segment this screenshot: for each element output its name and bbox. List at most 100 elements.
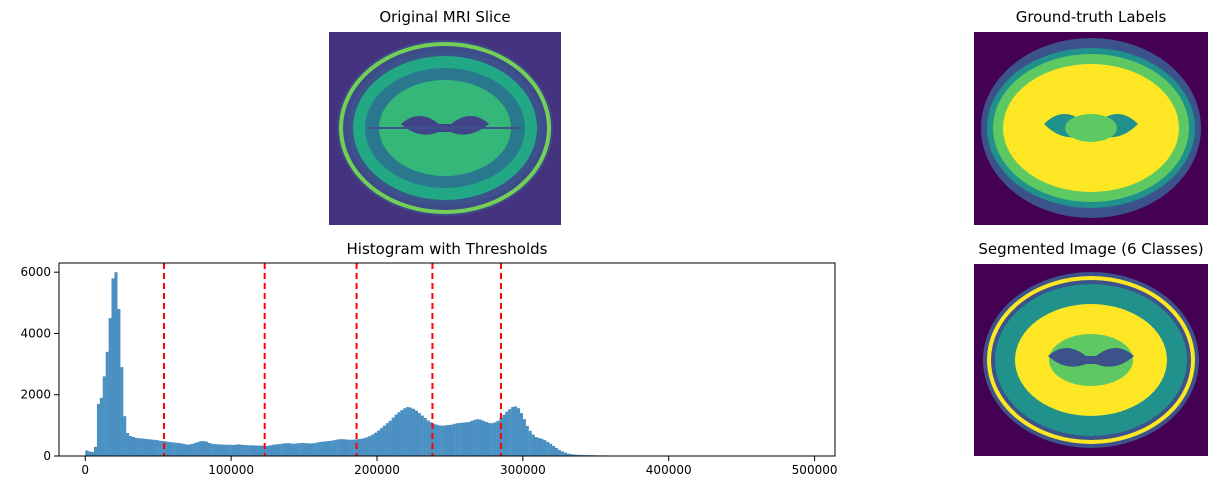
histogram-bar — [517, 408, 521, 456]
histogram-bar — [175, 442, 179, 456]
histogram-bar — [280, 443, 284, 456]
histogram-bar — [414, 410, 418, 456]
histogram-bar — [94, 446, 98, 456]
histogram-bar — [549, 443, 553, 456]
histogram-bar — [429, 422, 433, 456]
x-tick-label: 300000 — [500, 463, 546, 477]
histogram-bar — [444, 425, 448, 456]
histogram-bar — [438, 425, 442, 456]
histogram-bar — [181, 443, 185, 456]
histogram-bar — [330, 440, 334, 456]
x-tick-label: 200000 — [354, 463, 400, 477]
histogram-bar — [117, 308, 121, 456]
histogram-bar — [143, 438, 147, 456]
histogram-bar — [336, 439, 340, 456]
histogram-bar — [531, 434, 535, 456]
histogram-bar — [560, 451, 564, 456]
histogram-bar — [102, 376, 106, 456]
histogram-bar — [315, 442, 319, 456]
histogram-bar — [455, 423, 459, 456]
histogram-bar — [403, 408, 407, 456]
histogram-bar — [164, 441, 168, 456]
histogram-bar — [318, 441, 322, 456]
histogram-bar — [304, 443, 308, 456]
histogram-bar — [289, 443, 293, 456]
y-tick-label: 6000 — [20, 265, 51, 279]
histogram-bar — [420, 415, 424, 456]
histogram-bar — [283, 443, 287, 456]
histogram-bar — [88, 451, 92, 456]
histogram-bar — [108, 318, 112, 456]
histogram-bar — [490, 423, 494, 456]
histogram-bar — [260, 445, 264, 456]
histogram-bar — [312, 443, 316, 456]
histogram-bar — [309, 443, 313, 456]
histogram-bar — [563, 452, 567, 456]
histogram-bar — [350, 439, 354, 456]
histogram-bar — [464, 422, 468, 456]
histogram-bar — [417, 413, 421, 456]
histogram-bar — [187, 444, 191, 456]
histogram-bar — [120, 367, 124, 456]
histogram-bar — [169, 442, 173, 456]
histogram-bar — [196, 442, 200, 456]
x-tick-label: 0 — [81, 463, 89, 477]
histogram-bar — [324, 441, 328, 456]
hist-title: Histogram with Thresholds — [346, 240, 548, 258]
histogram-bar — [295, 443, 299, 456]
histogram-bar — [382, 425, 386, 456]
y-tick-label: 4000 — [20, 326, 51, 340]
histogram-bar — [91, 452, 95, 456]
histogram-bar — [409, 407, 413, 456]
histogram-bar — [432, 423, 436, 456]
histogram-bar — [152, 439, 156, 456]
histogram-bar — [400, 410, 404, 456]
histogram-bar — [134, 437, 138, 456]
histogram-bar — [271, 444, 276, 456]
histogram-bar — [245, 445, 249, 456]
histogram-bar — [525, 425, 529, 456]
histogram-bar — [251, 445, 255, 456]
plot-frame — [58, 262, 836, 457]
histogram-bar — [222, 444, 226, 456]
histogram-bar — [263, 445, 267, 456]
histogram-bar — [447, 425, 451, 456]
histogram-bar — [286, 443, 290, 456]
histogram-chart: 0 100000 200000 300000 400000 500000 0 2000 4000… — [20, 262, 838, 477]
histogram-bar — [129, 436, 133, 456]
histogram-bar — [371, 434, 375, 456]
histogram-bar — [493, 422, 497, 456]
histogram-bar — [522, 419, 526, 456]
histogram-bar — [137, 438, 141, 456]
histogram-bar — [554, 448, 559, 456]
histogram-bar — [201, 440, 206, 456]
histogram-bar — [470, 420, 474, 456]
histogram-bar — [406, 406, 410, 456]
histogram-bar — [368, 436, 372, 456]
histogram-bar — [266, 445, 270, 456]
histogram-bar — [537, 437, 541, 456]
histogram-bar — [441, 425, 445, 456]
seg-svg — [974, 264, 1208, 456]
histogram-bar — [225, 444, 229, 456]
histogram-bar — [131, 437, 135, 456]
histogram-bar — [391, 417, 395, 456]
histogram-bar — [146, 439, 150, 456]
seg-image — [974, 264, 1208, 456]
histogram-bar — [219, 444, 223, 456]
histogram-bar — [292, 443, 296, 456]
histogram-bar — [149, 439, 153, 456]
histogram-bar — [254, 445, 258, 456]
x-tick-label: 500000 — [792, 463, 838, 477]
mri-ventricles — [401, 116, 489, 135]
histogram-bar — [210, 443, 214, 456]
histogram-bar — [426, 420, 430, 456]
histogram-bar — [184, 444, 188, 456]
histogram-bar — [161, 440, 165, 456]
histogram-bar — [566, 453, 570, 456]
histogram-bar — [394, 414, 398, 456]
seg-ventricles — [1048, 348, 1134, 367]
histogram-bar — [540, 438, 544, 456]
histogram-bar — [552, 445, 556, 456]
x-tick-label: 400000 — [646, 463, 692, 477]
